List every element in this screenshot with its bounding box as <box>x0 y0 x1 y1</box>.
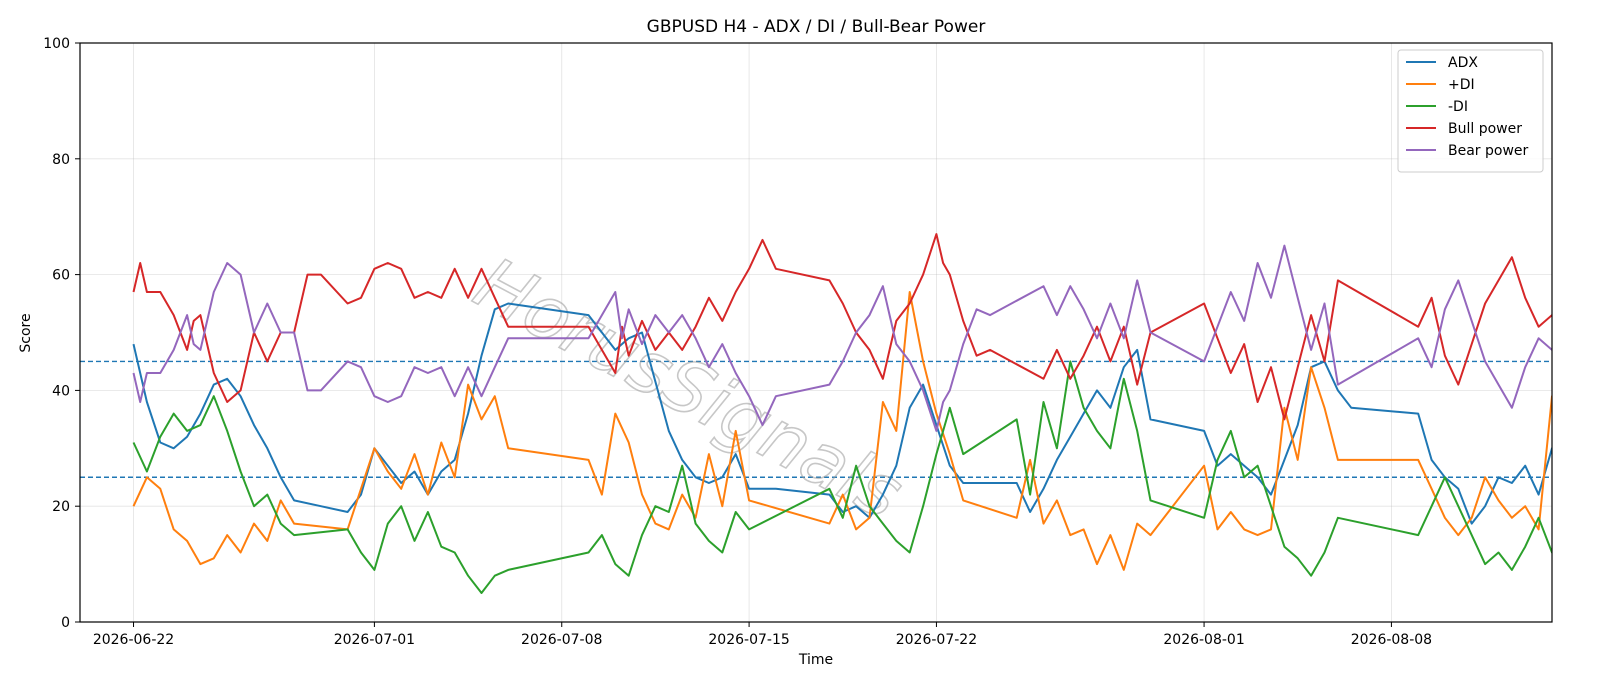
series-line-di <box>132 291 1552 571</box>
y-axis-label: Score <box>18 313 34 352</box>
y-tick-label: 60 <box>52 268 70 284</box>
y-tick-label: 0 <box>61 615 70 631</box>
y-tick-label: 20 <box>52 499 70 515</box>
x-tick-label: 2026-08-08 <box>1351 632 1432 648</box>
series-line-di <box>132 360 1552 594</box>
x-tick-label: 2026-07-08 <box>521 632 602 648</box>
series-lines <box>132 233 1552 594</box>
x-axis-label: Time <box>798 652 833 668</box>
series-line-adx <box>132 302 1552 525</box>
y-tick-label: 80 <box>52 152 70 168</box>
legend-label: +DI <box>1448 77 1475 93</box>
legend-label: -DI <box>1448 99 1468 115</box>
legend-label: Bear power <box>1448 143 1529 159</box>
legend-frame <box>1397 49 1544 173</box>
x-axis: 2026-06-22 2026-07-01 2026-07-08 2026-07-15… <box>93 622 1432 648</box>
y-tick-label: 40 <box>52 383 70 399</box>
legend-label: ADX <box>1448 55 1478 71</box>
legend-label: Bull power <box>1448 121 1522 137</box>
chart-title: GBPUSD H4 - ADX / DI / Bull-Bear Power <box>647 17 986 37</box>
legend: ADX +DI -DI Bull power Bear power <box>1397 49 1544 173</box>
series-line-bull-power <box>132 233 1552 421</box>
plot-frame <box>79 42 1553 623</box>
y-tick-label: 100 <box>43 36 70 52</box>
y-axis: 0 20 40 60 80 100 <box>43 36 80 631</box>
x-tick-label: 2026-06-22 <box>93 632 174 648</box>
x-tick-label: 2026-07-15 <box>708 632 789 648</box>
series-line-bear-power <box>132 244 1552 432</box>
x-tick-label: 2026-07-22 <box>896 632 977 648</box>
x-tick-label: 2026-08-01 <box>1163 632 1244 648</box>
x-tick-label: 2026-07-01 <box>334 632 415 648</box>
reference-lines <box>80 360 1552 478</box>
